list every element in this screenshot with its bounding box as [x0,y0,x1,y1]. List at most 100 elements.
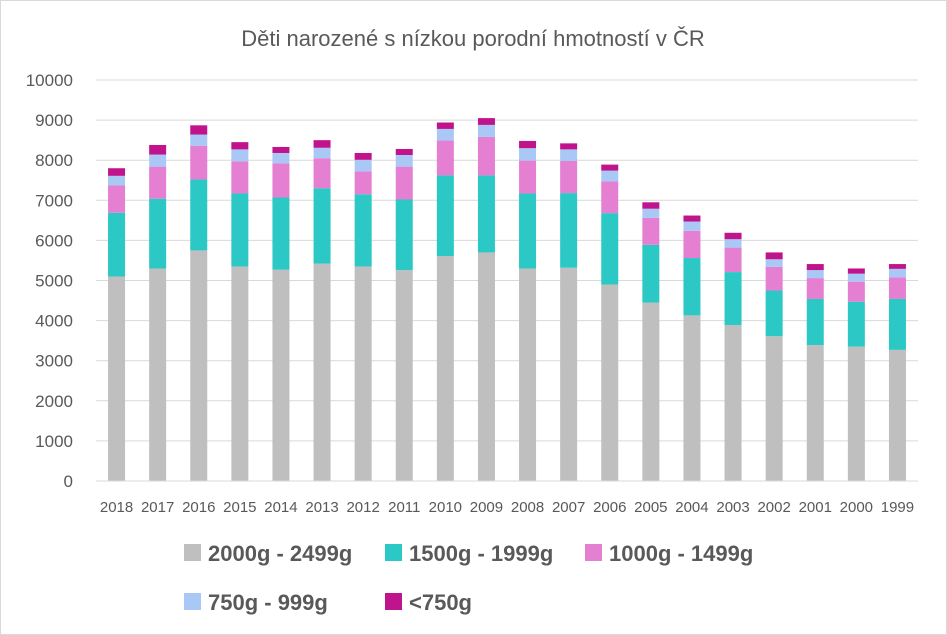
x-axis-ticks: 2018 2017 2016 2015 2014 2013 2012 2011 2010 2009… [100,499,914,516]
bar-segment [806,264,824,271]
bar-segment [190,179,208,251]
bar-segment [395,154,413,167]
bar-segment [313,140,331,148]
bar-segment [436,140,454,176]
y-tick-label: 6000 [35,231,73,250]
bar-segment [601,213,619,285]
bar-segment [313,263,331,481]
bar-segment [560,143,578,150]
x-tick-label: 2017 [141,499,174,516]
bar-segment [477,118,495,125]
bar-segment [847,301,865,347]
bar-segment [519,193,537,269]
bar-segment [436,175,454,257]
bar-segment [683,258,701,316]
bar-segment [601,170,619,182]
y-tick-label: 4000 [35,312,73,331]
bar-segment [806,270,824,279]
bar-segment [724,272,742,326]
bar-segment [806,298,824,346]
bar-segment [683,315,701,481]
bar-segment [847,268,865,274]
bar-segment [642,202,660,209]
x-tick-label: 2004 [675,499,708,516]
bar-segment [395,270,413,481]
bar-segment [190,250,208,481]
y-tick-label: 10000 [26,71,73,90]
bar-segment [477,175,495,253]
x-tick-label: 2007 [552,499,585,516]
bar-segment [888,268,906,278]
bar-segment [149,154,167,167]
legend: 2000g - 2499g 1500g - 1999g 1000g - 1499g 7… [184,541,753,615]
bar-segment [601,181,619,214]
x-tick-label: 2015 [223,499,256,516]
bar-segment [477,124,495,137]
bar-segment [888,277,906,299]
bar-segment [642,217,660,245]
bar-segment [519,140,537,149]
bar-segment [642,208,660,218]
x-tick-label: 1999 [881,499,914,516]
bar-segment [313,147,331,159]
bar-segment [519,148,537,161]
bar-segment [272,146,290,153]
x-tick-label: 2010 [429,499,462,516]
bar-segment [601,164,619,171]
bar-segment [560,149,578,162]
bar-segment [847,281,865,302]
x-tick-label: 2016 [182,499,215,516]
bar-segment [354,152,372,160]
bar-segment [519,160,537,194]
legend-label: 1000g - 1499g [609,541,753,566]
x-tick-label: 2005 [634,499,667,516]
bar-segment [272,152,290,164]
chart-title: Děti narozené s nízkou porodní hmotností… [241,26,704,51]
x-tick-label: 2009 [470,499,503,516]
bar-segment [272,163,290,198]
bars [108,118,906,481]
bar-segment [724,247,742,273]
bar-segment [395,166,413,200]
x-tick-label: 2018 [100,499,133,516]
x-tick-label: 2008 [511,499,544,516]
bar-segment [190,134,208,146]
y-tick-label: 7000 [35,191,73,210]
bar-segment [190,145,208,180]
bar-segment [888,349,906,481]
x-tick-label: 2014 [264,499,297,516]
x-tick-label: 2001 [799,499,832,516]
y-tick-label: 0 [64,472,73,491]
bar-segment [190,125,208,135]
y-axis-ticks: 0 1000 2000 3000 4000 5000 6000 7000 8000 9000 100… [26,71,73,491]
bar-segment [724,239,742,248]
y-tick-label: 2000 [35,392,73,411]
bar-segment [765,336,783,481]
bar-segment [272,197,290,270]
y-tick-label: 5000 [35,272,73,291]
bar-segment [683,221,701,231]
bar-segment [724,325,742,481]
bar-segment [272,269,290,481]
bar-segment [395,199,413,271]
bar-segment [149,268,167,481]
bar-segment [560,193,578,268]
bar-segment [354,266,372,481]
bar-segment [477,252,495,481]
x-tick-label: 2012 [346,499,379,516]
bar-segment [683,230,701,259]
bar-segment [108,175,126,186]
bar-segment [108,185,126,213]
bar-segment [354,194,372,267]
x-tick-label: 2002 [757,499,790,516]
bar-segment [231,149,249,162]
legend-swatch [184,593,201,610]
bar-segment [313,158,331,189]
legend-label: 750g - 999g [208,590,328,615]
bar-segment [519,268,537,481]
bar-segment [313,188,331,264]
bar-segment [683,215,701,222]
bar-segment [847,346,865,481]
x-tick-label: 2006 [593,499,626,516]
